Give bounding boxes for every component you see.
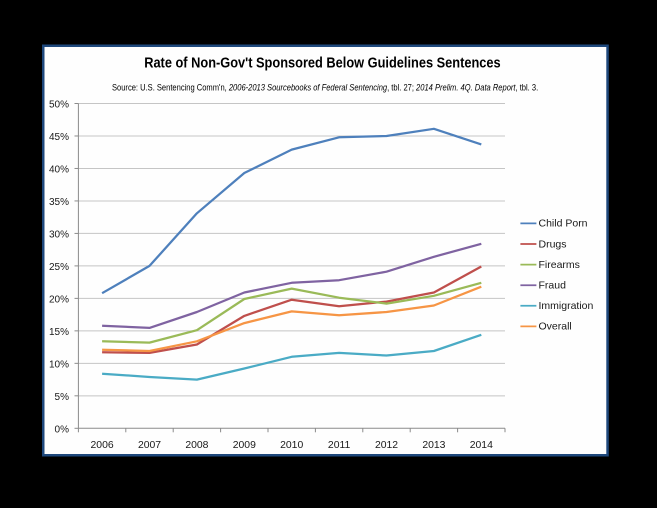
svg-text:2011: 2011 [328,440,351,451]
svg-text:Source: U.S. Sentencing Comm'n: Source: U.S. Sentencing Comm'n, 2006-201… [112,82,538,93]
svg-text:Fraud: Fraud [539,280,567,292]
svg-text:2008: 2008 [185,440,208,451]
svg-text:50%: 50% [49,100,69,111]
svg-text:35%: 35% [49,197,69,208]
svg-text:Child Porn: Child Porn [539,218,588,230]
svg-text:2006: 2006 [91,440,114,451]
svg-text:2007: 2007 [138,440,161,451]
svg-text:5%: 5% [55,392,70,403]
svg-text:Drugs: Drugs [539,238,567,250]
svg-text:30%: 30% [49,229,69,240]
svg-text:2013: 2013 [422,440,445,451]
svg-text:25%: 25% [49,262,69,273]
svg-text:20%: 20% [49,294,69,305]
svg-text:40%: 40% [49,165,69,176]
svg-text:15%: 15% [49,327,69,338]
svg-text:Rate of Non-Gov't Sponsored Be: Rate of Non-Gov't Sponsored Below Guidel… [144,54,501,71]
svg-text:0%: 0% [55,424,70,435]
svg-text:Firearms: Firearms [539,259,580,271]
svg-text:2012: 2012 [375,440,398,451]
svg-text:45%: 45% [49,132,69,143]
svg-text:Immigration: Immigration [539,300,594,312]
svg-text:2009: 2009 [233,440,256,451]
svg-text:2010: 2010 [280,440,303,451]
svg-text:Overall: Overall [539,321,572,333]
svg-text:2014: 2014 [470,440,493,451]
svg-text:10%: 10% [49,359,69,370]
